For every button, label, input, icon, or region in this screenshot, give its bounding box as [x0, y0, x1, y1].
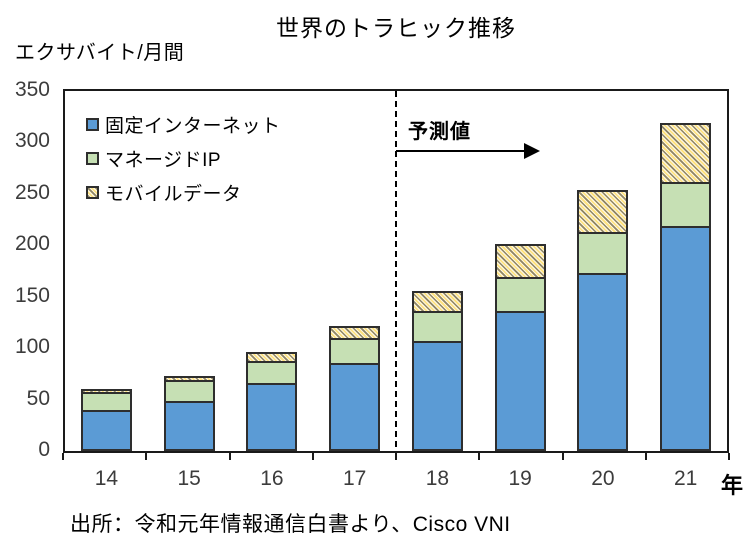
- bar-segment-fixed-internet-18: [411, 340, 463, 451]
- bar-segment-managed-ip-19: [494, 277, 546, 314]
- bar-segment-fixed-internet-19: [494, 311, 546, 451]
- x-axis-tick-mark: [311, 453, 314, 460]
- legend: 固定インターネット マネージドIP モバイルデータ: [86, 112, 281, 214]
- y-tick-label-350: 350: [14, 78, 50, 102]
- bar-segment-mobile-data-15: [163, 375, 215, 383]
- x-tick-label-15: 15: [177, 467, 201, 490]
- bar-segment-managed-ip-21: [660, 181, 712, 228]
- x-tick-label-19: 19: [508, 467, 532, 490]
- bar-segment-managed-ip-14: [80, 392, 132, 412]
- x-tick-label-14: 14: [94, 467, 119, 490]
- x-tick-label-17: 17: [342, 467, 367, 490]
- bar-segment-fixed-internet-15: [163, 400, 215, 451]
- bar-segment-mobile-data-18: [411, 290, 463, 314]
- bar-segment-mobile-data-14: [80, 389, 132, 395]
- bar-segment-managed-ip-16: [246, 360, 298, 386]
- y-axis-unit-label: エクサバイト/月間: [15, 42, 185, 64]
- legend-item-mobile-data: モバイルデータ: [86, 180, 281, 205]
- bar-segment-managed-ip-15: [163, 380, 215, 403]
- x-axis-tick-mark: [62, 453, 64, 460]
- legend-swatch-mobile-data-icon: [86, 185, 99, 199]
- source-caption: 出所：令和元年情報通信白書より、Cisco VNI: [70, 513, 511, 536]
- bar-segment-mobile-data-21: [660, 122, 712, 184]
- legend-swatch-fixed-internet-icon: [86, 117, 99, 131]
- x-axis-tick-mark: [728, 453, 730, 460]
- x-axis-tick-mark: [561, 453, 564, 460]
- legend-label-mobile-data: モバイルデータ: [105, 183, 242, 205]
- legend-item-fixed-internet: 固定インターネット: [86, 112, 281, 137]
- y-tick-label-150: 150: [14, 283, 50, 307]
- y-tick-label-50: 50: [26, 386, 50, 410]
- x-tick-label-16: 16: [260, 467, 284, 490]
- plot-area: 固定インターネット マネージドIP モバイルデータ 予測値: [63, 89, 729, 453]
- x-axis-tick-mark: [228, 453, 231, 460]
- y-tick-label-300: 300: [14, 129, 50, 153]
- y-tick-label-0: 0: [38, 438, 50, 462]
- x-tick-label-20: 20: [591, 467, 615, 490]
- legend-item-managed-ip: マネージドIP: [86, 146, 281, 171]
- bar-segment-managed-ip-20: [577, 231, 629, 276]
- bar-segment-mobile-data-20: [577, 189, 629, 234]
- bar-segment-fixed-internet-14: [80, 409, 132, 451]
- y-tick-label-250: 250: [14, 180, 50, 204]
- bar-segment-fixed-internet-16: [246, 383, 298, 451]
- x-axis-tick-mark: [395, 453, 397, 460]
- legend-label-managed-ip: マネージドIP: [105, 149, 222, 171]
- x-axis-unit-label: 年: [721, 473, 744, 498]
- bar-segment-fixed-internet-17: [329, 362, 381, 451]
- x-axis-tick-mark: [478, 453, 481, 460]
- bar-segment-managed-ip-18: [411, 311, 463, 343]
- x-axis-tick-mark: [644, 453, 647, 460]
- y-tick-label-100: 100: [14, 335, 50, 359]
- x-axis-tick-mark: [145, 453, 148, 460]
- chart-title: 世界のトラヒック推移: [276, 15, 516, 41]
- x-tick-label-21: 21: [673, 467, 698, 490]
- x-tick-label-18: 18: [425, 467, 450, 490]
- legend-label-fixed-internet: 固定インターネット: [105, 115, 281, 137]
- y-tick-label-200: 200: [14, 232, 50, 256]
- forecast-divider-line: [395, 91, 397, 451]
- bar-segment-fixed-internet-20: [577, 273, 629, 451]
- bar-segment-fixed-internet-21: [660, 225, 712, 451]
- bar-segment-mobile-data-17: [329, 325, 381, 340]
- bar-segment-mobile-data-16: [246, 352, 298, 363]
- bar-segment-mobile-data-19: [494, 244, 546, 280]
- bar-segment-managed-ip-17: [329, 337, 381, 365]
- legend-swatch-managed-ip-icon: [86, 151, 99, 165]
- forecast-arrow-head-icon: [524, 143, 540, 159]
- forecast-label: 予測値: [408, 121, 471, 143]
- forecast-arrow-line: [396, 150, 524, 152]
